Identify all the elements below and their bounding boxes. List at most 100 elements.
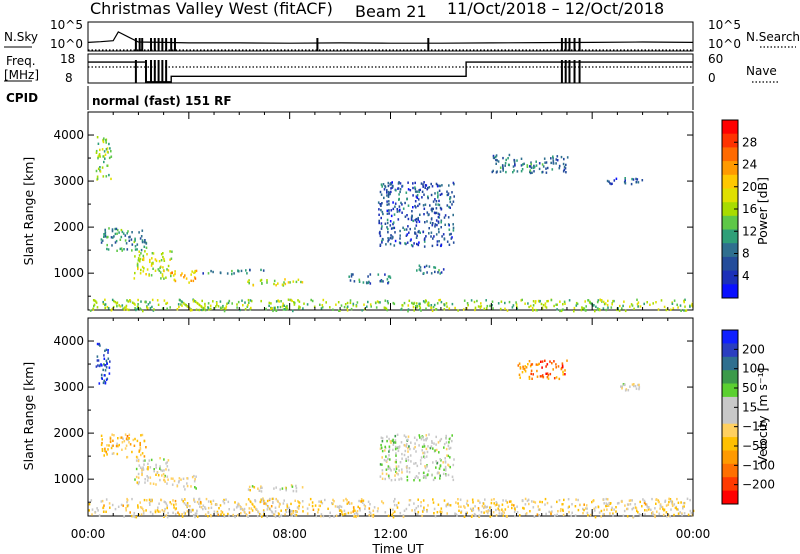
velocity-cell-0: [102, 381, 105, 385]
power-cell-11: [585, 305, 587, 308]
power-cell-8: [405, 228, 408, 231]
power-cell-9: [565, 171, 567, 174]
power-cell-11: [665, 308, 668, 312]
velocity-cell-8: [562, 503, 564, 506]
velocity-colorbar-segment-2: [722, 356, 738, 371]
power-cell-11: [191, 308, 193, 312]
velocity-cell-8: [194, 515, 196, 519]
power-cell-8: [438, 184, 441, 188]
velocity-cell-8: [205, 497, 208, 501]
velocity-cell-8: [682, 502, 685, 505]
velocity-cell-8: [344, 512, 346, 516]
velocity-cell-6: [518, 373, 521, 376]
power-cell-11: [418, 308, 421, 311]
power-cell-11: [605, 308, 608, 312]
power-cell-11: [286, 306, 288, 310]
power-cell-11: [483, 307, 486, 310]
velocity-cell-6: [553, 360, 555, 363]
velocity-cell-8: [445, 505, 448, 508]
velocity-cell-8: [593, 507, 595, 510]
power-cell-8: [416, 234, 418, 237]
power-cell-11: [384, 306, 387, 310]
velocity-cell-1: [140, 453, 142, 457]
power-colorbar-segment-0: [722, 120, 738, 135]
power-cell-9: [512, 165, 515, 168]
velocity-cell-5: [384, 477, 386, 481]
velocity-cell-8: [192, 509, 194, 512]
velocity-cell-8: [618, 501, 620, 505]
velocity-cell-5: [386, 435, 388, 438]
power-cell-8: [436, 240, 439, 243]
power-cell-9: [552, 155, 554, 158]
velocity-cell-4: [253, 486, 256, 489]
velocity-cell-8: [417, 510, 420, 514]
velocity-cell-8: [163, 500, 166, 503]
power-cell-11: [438, 299, 440, 302]
power-cell-3: [194, 277, 197, 280]
power-cell-11: [385, 307, 388, 310]
power-cell-3: [188, 281, 190, 284]
power-cell-11: [125, 304, 128, 308]
velocity-cell-6: [525, 366, 528, 369]
power-cell-8: [386, 194, 388, 197]
velocity-cell-8: [637, 511, 639, 514]
power-cell-11: [176, 308, 179, 311]
velocity-cell-8: [677, 501, 680, 504]
power-cell-8: [407, 188, 410, 191]
velocity-colorbar-segment-8: [722, 437, 738, 451]
velocity-cell-1: [124, 447, 127, 450]
velocity-cell-8: [260, 498, 262, 501]
velocity-cell-8: [485, 510, 488, 513]
velocity-cell-1: [138, 450, 140, 453]
power-cell-11: [600, 299, 602, 302]
velocity-cell-8: [150, 498, 152, 502]
power-cell-11: [599, 298, 601, 301]
power-cell-11: [226, 302, 228, 305]
power-cell-11: [508, 300, 511, 304]
velocity-cell-8: [196, 515, 199, 518]
power-cell-1: [120, 247, 123, 250]
velocity-cell-5: [394, 439, 397, 442]
power-cell-11: [486, 304, 489, 308]
velocity-cell-8: [560, 508, 562, 511]
power-cell-11: [236, 303, 238, 306]
power-cell-0: [99, 170, 102, 173]
power-cell-8: [381, 225, 383, 228]
velocity-cell-5: [438, 471, 440, 475]
power-cell-11: [149, 301, 151, 304]
velocity-cell-5: [435, 435, 437, 439]
power-cell-1: [120, 235, 123, 239]
velocity-cell-8: [399, 511, 402, 515]
power-cell-11: [179, 299, 181, 302]
power-cell-11: [189, 307, 191, 310]
velocity-colorbar-segment-11: [722, 477, 738, 492]
velocity-cell-1: [123, 440, 126, 443]
velocity-cell-5: [423, 471, 425, 474]
velocity-cell-8: [516, 511, 519, 514]
power-cell-2: [138, 254, 141, 257]
velocity-cell-8: [364, 507, 366, 511]
velocity-cell-6: [562, 373, 564, 376]
velocity-cell-2: [136, 456, 139, 459]
noise-left-label: N.Sky: [4, 30, 38, 44]
velocity-cell-8: [423, 506, 425, 509]
power-cell-11: [311, 299, 314, 303]
velocity-cell-8: [320, 513, 323, 516]
velocity-cell-8: [600, 515, 602, 518]
power-cell-2: [151, 252, 154, 255]
power-cell-11: [260, 299, 262, 303]
power-cell-2: [136, 262, 139, 265]
velocity-cell-8: [392, 508, 394, 511]
power-cell-8: [387, 240, 389, 243]
velocity-cell-2: [144, 478, 146, 481]
velocity-cell-8: [352, 510, 354, 513]
power-cell-9: [538, 162, 541, 165]
power-cell-8: [394, 239, 397, 243]
power-cell-11: [655, 301, 657, 304]
power-cell-11: [623, 300, 625, 303]
power-cell-9: [555, 162, 557, 165]
power-cell-11: [367, 300, 369, 304]
velocity-cell-8: [111, 503, 114, 507]
power-cell-1: [114, 227, 116, 231]
power-cell-8: [412, 206, 414, 209]
